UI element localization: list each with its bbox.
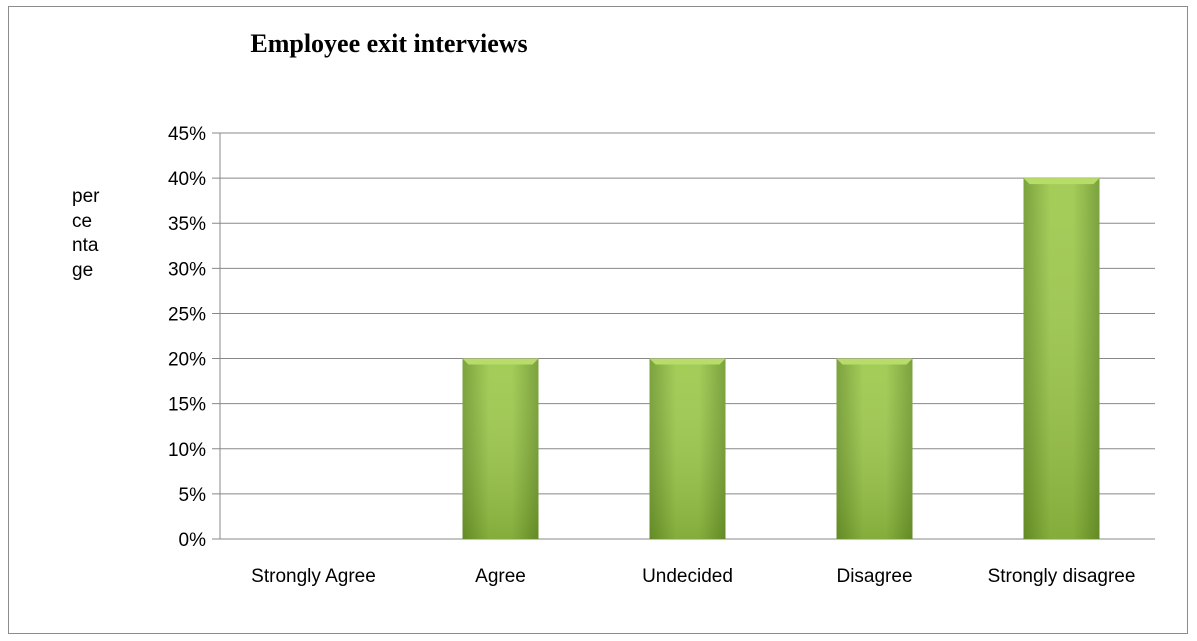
bar xyxy=(836,358,913,539)
y-axis-label-line: nta xyxy=(72,235,99,256)
x-tick-label: Undecided xyxy=(642,566,733,587)
y-tick-label: 35% xyxy=(168,214,206,235)
chart-title: Employee exit interviews xyxy=(250,29,528,58)
y-tick-label: 15% xyxy=(168,395,206,416)
x-tick-label: Agree xyxy=(475,566,526,587)
y-axis-label: per ce nta ge xyxy=(72,185,132,283)
y-tick-label: 30% xyxy=(168,259,206,280)
y-axis-label-line: per xyxy=(72,186,100,207)
y-tick-label: 25% xyxy=(168,304,206,325)
y-tick-label: 0% xyxy=(179,530,207,551)
y-tick-label: 45% xyxy=(168,124,206,145)
y-axis-label-line: ge xyxy=(72,259,94,281)
bar xyxy=(649,358,726,539)
bar xyxy=(1023,178,1100,539)
y-tick-label: 5% xyxy=(179,485,207,506)
y-tick-label: 40% xyxy=(168,169,206,190)
x-tick-label: Strongly Agree xyxy=(251,566,376,587)
y-axis-label-line: ce xyxy=(72,210,93,232)
bar xyxy=(462,358,539,539)
y-tick-label: 10% xyxy=(168,440,206,461)
x-tick-label: Disagree xyxy=(836,566,912,587)
chart-frame: Employee exit interviews xyxy=(8,6,1188,634)
x-tick-label: Strongly disagree xyxy=(988,566,1136,587)
y-tick-label: 20% xyxy=(168,350,206,371)
